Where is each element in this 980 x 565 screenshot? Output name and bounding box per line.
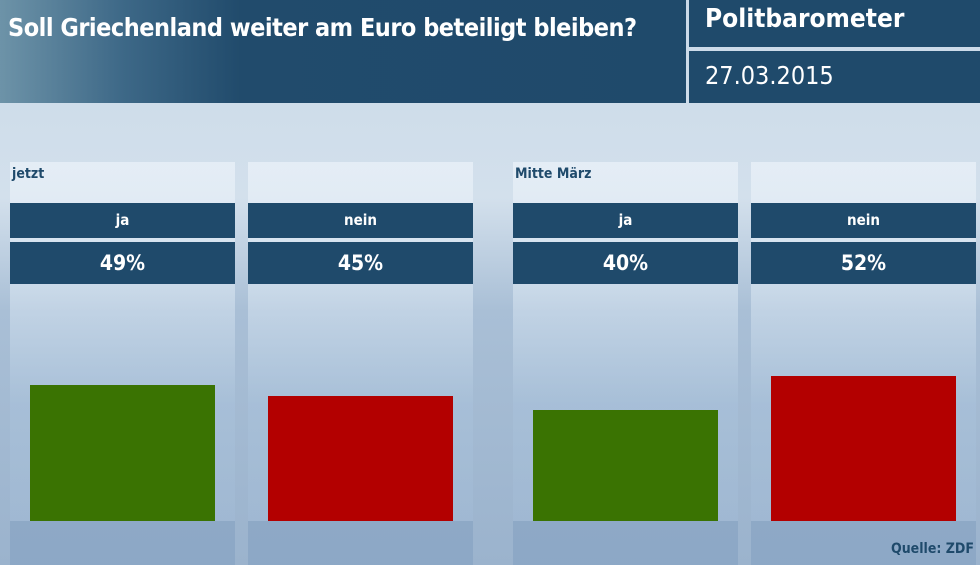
value-label: 52% xyxy=(751,242,976,284)
bar-ja xyxy=(30,384,215,521)
column-base xyxy=(751,521,976,565)
category-label: ja xyxy=(10,203,235,238)
bar-nein xyxy=(268,395,453,521)
value-label: 45% xyxy=(248,242,473,284)
value-label: 40% xyxy=(513,242,738,284)
bar-ja xyxy=(533,409,718,521)
question-title: Soll Griechenland weiter am Euro beteili… xyxy=(0,0,686,103)
category-label: nein xyxy=(248,203,473,238)
source-label: Quelle: ZDF xyxy=(890,541,974,557)
column-ja: jetzt ja 49% xyxy=(10,162,235,565)
bar-nein xyxy=(771,376,956,521)
category-label: nein xyxy=(751,203,976,238)
column-base xyxy=(513,521,738,565)
column-nein: nein 52% xyxy=(751,162,976,565)
column-base xyxy=(10,521,235,565)
value-label: 49% xyxy=(10,242,235,284)
category-label: ja xyxy=(513,203,738,238)
column-nein: nein 45% xyxy=(248,162,473,565)
column-ja: Mitte März ja 40% xyxy=(513,162,738,565)
survey-date: 27.03.2015 xyxy=(689,51,980,103)
group-label: Mitte März xyxy=(515,166,592,182)
group-label: jetzt xyxy=(12,166,45,182)
column-base xyxy=(248,521,473,565)
brand-title: Politbarometer xyxy=(689,0,980,47)
